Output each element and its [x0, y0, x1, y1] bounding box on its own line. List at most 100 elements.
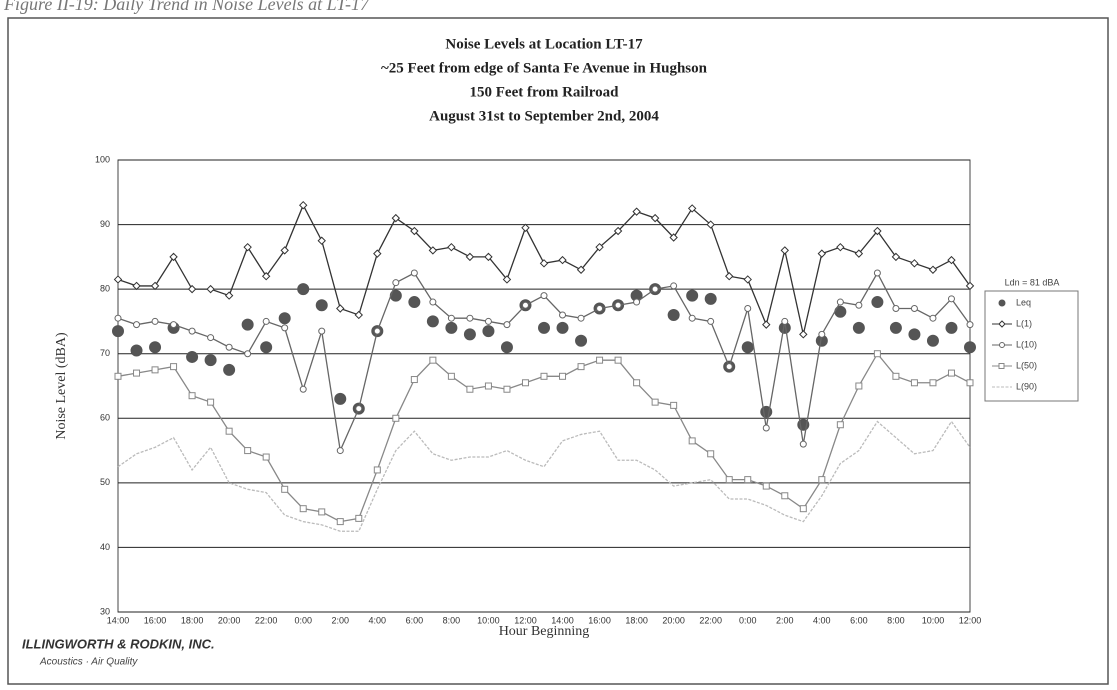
- x-tick-label: 0:00: [294, 615, 312, 625]
- x-tick-label: 10:00: [922, 615, 945, 625]
- point: [559, 372, 567, 380]
- point: [244, 447, 252, 455]
- point: [704, 292, 717, 305]
- chart-title: Noise Levels at Location LT-17: [445, 36, 643, 52]
- frame: [7, 17, 1109, 685]
- point: [854, 249, 864, 258]
- point: [852, 321, 865, 334]
- point: [910, 305, 918, 313]
- point: [650, 213, 660, 223]
- point: [392, 414, 400, 422]
- point: [355, 405, 363, 413]
- x-tick-label: 10:00: [477, 615, 500, 625]
- point: [910, 379, 918, 387]
- legend-symbol: [998, 320, 1006, 328]
- x-tick-label: 20:00: [218, 615, 241, 625]
- y-tick-label: 70: [100, 348, 110, 358]
- point: [873, 226, 882, 236]
- legend-label: L(50): [1016, 360, 1037, 370]
- point: [428, 246, 438, 255]
- point: [687, 204, 697, 213]
- point: [318, 508, 326, 516]
- point: [336, 447, 344, 455]
- point: [114, 372, 122, 380]
- y-tick-label: 80: [100, 284, 110, 294]
- point: [445, 321, 458, 334]
- point: [667, 308, 680, 321]
- point: [873, 269, 881, 277]
- point: [762, 320, 771, 329]
- point: [262, 317, 270, 325]
- point: [632, 207, 641, 216]
- point: [447, 314, 455, 322]
- point: [966, 321, 974, 329]
- point: [965, 281, 975, 291]
- point: [614, 301, 622, 309]
- chart-title: ~25 Feet from edge of Santa Fe Avenue in…: [381, 60, 708, 76]
- point: [540, 372, 548, 380]
- y-axis-label: Noise Level (dBA): [54, 332, 69, 440]
- point: [500, 341, 513, 354]
- point: [706, 220, 715, 229]
- logo-tagline: Acoustics · Air Quality: [39, 657, 138, 668]
- point: [744, 476, 752, 484]
- point: [855, 301, 863, 309]
- point: [503, 321, 511, 329]
- point: [947, 295, 955, 303]
- point: [410, 269, 418, 277]
- point: [558, 255, 567, 265]
- point: [429, 298, 437, 306]
- x-tick-label: 4:00: [369, 615, 387, 625]
- point: [559, 311, 567, 319]
- point: [465, 252, 475, 262]
- point: [910, 259, 919, 268]
- point: [707, 317, 715, 325]
- point: [261, 272, 271, 281]
- point: [596, 356, 604, 364]
- point: [670, 401, 678, 409]
- point: [799, 330, 808, 339]
- point: [502, 275, 512, 284]
- point: [223, 363, 236, 376]
- point: [114, 314, 122, 322]
- point: [151, 317, 159, 325]
- point: [873, 350, 881, 358]
- point: [744, 305, 752, 313]
- point: [947, 369, 955, 377]
- point: [929, 314, 937, 322]
- point: [670, 282, 678, 290]
- point: [429, 356, 437, 364]
- point: [281, 485, 289, 493]
- y-tick-label: 50: [100, 477, 110, 487]
- point: [891, 252, 901, 262]
- point: [781, 317, 789, 325]
- point: [373, 249, 382, 258]
- point: [908, 328, 921, 341]
- x-tick-label: 18:00: [625, 615, 648, 625]
- point: [243, 242, 252, 252]
- point: [354, 310, 363, 320]
- point: [781, 492, 789, 500]
- x-tick-label: 2:00: [776, 615, 794, 625]
- x-tick-label: 16:00: [588, 615, 611, 625]
- point: [206, 284, 215, 294]
- legend-symbol: [998, 363, 1005, 369]
- point: [484, 317, 492, 325]
- point: [651, 285, 659, 293]
- x-tick-label: 22:00: [255, 615, 278, 625]
- point: [150, 281, 160, 291]
- point: [596, 305, 604, 313]
- point: [466, 385, 474, 393]
- point: [299, 385, 307, 393]
- point: [392, 279, 400, 287]
- x-tick-label: 8:00: [443, 615, 461, 625]
- point: [170, 321, 178, 329]
- point: [818, 330, 826, 338]
- point: [224, 291, 234, 300]
- point: [207, 398, 215, 406]
- point: [817, 249, 827, 258]
- point: [151, 366, 159, 374]
- y-tick-label: 60: [100, 413, 110, 423]
- point: [410, 376, 418, 384]
